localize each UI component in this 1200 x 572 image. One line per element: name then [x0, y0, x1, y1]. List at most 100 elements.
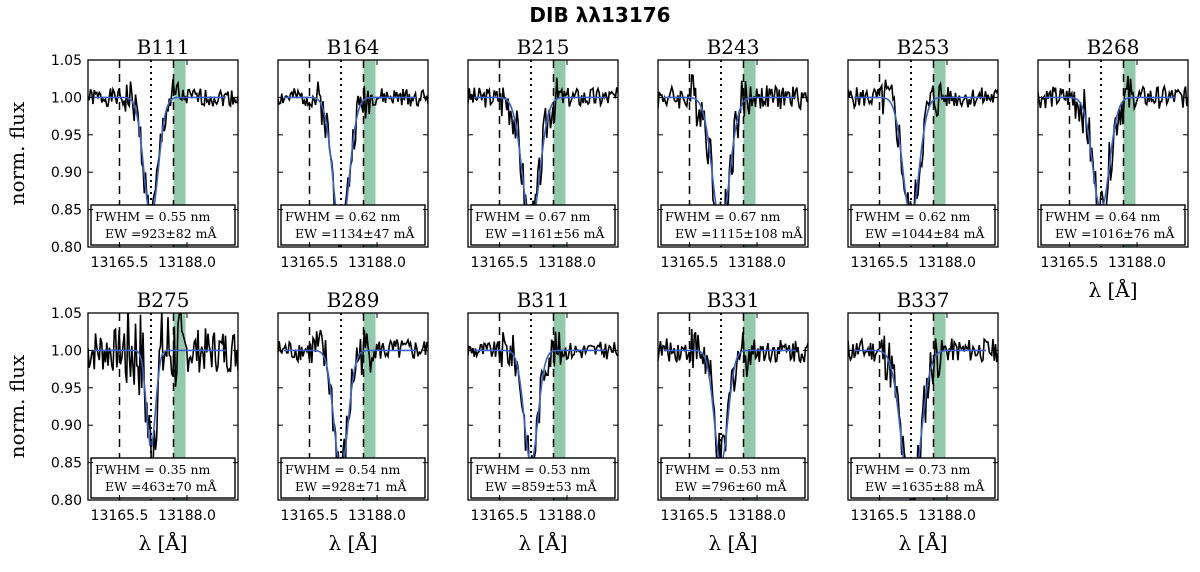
figure-title: DIB λλ13176: [529, 3, 670, 27]
panel-frame: [1037, 59, 1189, 248]
panel-frame: [87, 59, 239, 248]
x-tick-label: 13165.5: [91, 508, 149, 524]
panel-frame: [467, 59, 619, 248]
plot-area: [278, 60, 428, 247]
observed-spectrum: [658, 328, 808, 470]
x-tick-label: 13165.5: [661, 255, 719, 271]
panel-frame: [467, 312, 619, 501]
x-tick-label: 13165.5: [91, 255, 149, 271]
panel-title: B164: [327, 35, 380, 59]
x-tick-label: 13188.0: [158, 508, 216, 524]
plot-area: [88, 313, 238, 500]
fwhm-label: FWHM = 0.55 nm: [95, 209, 210, 224]
panel-title: B331: [707, 288, 760, 312]
fwhm-label: FWHM = 0.67 nm: [665, 209, 780, 224]
gaussian-fit: [284, 349, 416, 471]
y-tick-label: 0.80: [51, 240, 82, 256]
fwhm-label: FWHM = 0.67 nm: [475, 209, 590, 224]
y-tick-label: 1.05: [51, 53, 82, 69]
panel-B289: FWHM = 0.54 nm EW =928±71 mÅ B289 13165.5 13…: [277, 288, 429, 555]
ew-label: EW =463±70 mÅ: [105, 479, 217, 494]
y-tick-label: 0.90: [51, 165, 82, 181]
fit-annotation-box: [470, 204, 616, 246]
plot-area: [278, 313, 428, 500]
panel-frame: [657, 59, 809, 248]
panel-B111: FWHM = 0.55 nm EW =923±82 mÅ B111 0.80 0.85 0…: [5, 35, 239, 271]
fit-annotation-box: [850, 457, 996, 499]
x-tick-label: 13188.0: [918, 508, 976, 524]
gaussian-fit: [94, 96, 226, 218]
fit-annotation-box: [1040, 204, 1186, 246]
x-tick-label: 13188.0: [728, 508, 786, 524]
ew-label: EW =1044±84 mÅ: [865, 226, 985, 241]
y-tick-label: 0.90: [51, 418, 82, 434]
continuum-band: [553, 60, 566, 247]
x-tick-label: 13165.5: [851, 508, 909, 524]
y-tick-label: 1.00: [51, 90, 82, 106]
gaussian-fit: [284, 96, 416, 233]
panel-B164: FWHM = 0.62 nm EW =1134±47 mÅ B164 13165.5 1…: [277, 35, 429, 271]
fwhm-label: FWHM = 0.53 nm: [665, 462, 780, 477]
fwhm-label: FWHM = 0.73 nm: [855, 462, 970, 477]
observed-spectrum: [848, 79, 998, 233]
panel-title: B311: [517, 288, 570, 312]
panel-title: B289: [327, 288, 380, 312]
observed-spectrum: [468, 331, 618, 470]
y-tick-label: 0.95: [51, 128, 82, 144]
y-tick-label: 0.85: [51, 203, 82, 219]
continuum-band: [1123, 60, 1136, 247]
fit-annotation-box: [90, 457, 236, 499]
fwhm-label: FWHM = 0.53 nm: [475, 462, 590, 477]
y-tick-label: 0.95: [51, 381, 82, 397]
ew-label: EW =1161±56 mÅ: [485, 226, 605, 241]
ew-label: EW =1115±108 mÅ: [675, 226, 803, 241]
continuum-band: [553, 313, 566, 500]
observed-spectrum: [468, 77, 618, 247]
ew-label: EW =1016±76 mÅ: [1055, 226, 1175, 241]
observed-spectrum: [1038, 75, 1188, 232]
x-axis-label: λ [Å]: [898, 530, 947, 555]
panel-B331: FWHM = 0.53 nm EW =796±60 mÅ B331 13165.5 13…: [657, 288, 809, 555]
panel-frame: [847, 59, 999, 248]
x-tick-label: 13165.5: [471, 508, 529, 524]
y-axis-label: norm. flux: [5, 101, 29, 205]
fwhm-label: FWHM = 0.62 nm: [855, 209, 970, 224]
fwhm-label: FWHM = 0.35 nm: [95, 462, 210, 477]
continuum-band: [743, 60, 756, 247]
panel-frame: [847, 312, 999, 501]
continuum-band: [173, 60, 186, 247]
x-axis-label: λ [Å]: [138, 530, 187, 555]
x-tick-label: 13165.5: [661, 508, 719, 524]
ew-label: EW =928±71 mÅ: [295, 479, 407, 494]
observed-spectrum: [278, 329, 428, 475]
panel-B268: FWHM = 0.64 nm EW =1016±76 mÅ B268 13165.5 1…: [1037, 35, 1189, 302]
x-tick-label: 13188.0: [538, 255, 596, 271]
x-axis-label: λ [Å]: [328, 530, 377, 555]
observed-spectrum: [848, 335, 998, 500]
gaussian-fit: [474, 349, 606, 463]
gaussian-fit: [474, 96, 606, 225]
gaussian-fit: [1044, 96, 1176, 211]
ew-label: EW =1635±88 mÅ: [865, 479, 985, 494]
y-tick-label: 0.80: [51, 493, 82, 509]
observed-spectrum: [88, 79, 238, 229]
panel-title: B215: [517, 35, 570, 59]
y-tick-label: 1.05: [51, 306, 82, 322]
panel-grid: FWHM = 0.55 nm EW =923±82 mÅ B111 0.80 0.85 0…: [5, 35, 1189, 555]
fit-annotation-box: [280, 204, 426, 246]
fit-annotation-box: [850, 204, 996, 246]
y-tick-label: 0.85: [51, 456, 82, 472]
panel-title: B111: [137, 35, 190, 59]
y-axis-label: norm. flux: [5, 354, 29, 458]
fit-annotation-box: [90, 204, 236, 246]
x-tick-label: 13165.5: [1041, 255, 1099, 271]
panel-B215: FWHM = 0.67 nm EW =1161±56 mÅ B215 13165.5 1…: [467, 35, 619, 271]
x-tick-label: 13188.0: [538, 508, 596, 524]
panel-title: B275: [137, 288, 190, 312]
fwhm-label: FWHM = 0.64 nm: [1045, 209, 1160, 224]
x-tick-label: 13165.5: [851, 255, 909, 271]
gaussian-fit: [94, 349, 226, 448]
x-tick-label: 13188.0: [348, 255, 406, 271]
panel-B275: FWHM = 0.35 nm EW =463±70 mÅ B275 0.80 0.85 0…: [5, 288, 239, 555]
y-tick-label: 1.00: [51, 343, 82, 359]
